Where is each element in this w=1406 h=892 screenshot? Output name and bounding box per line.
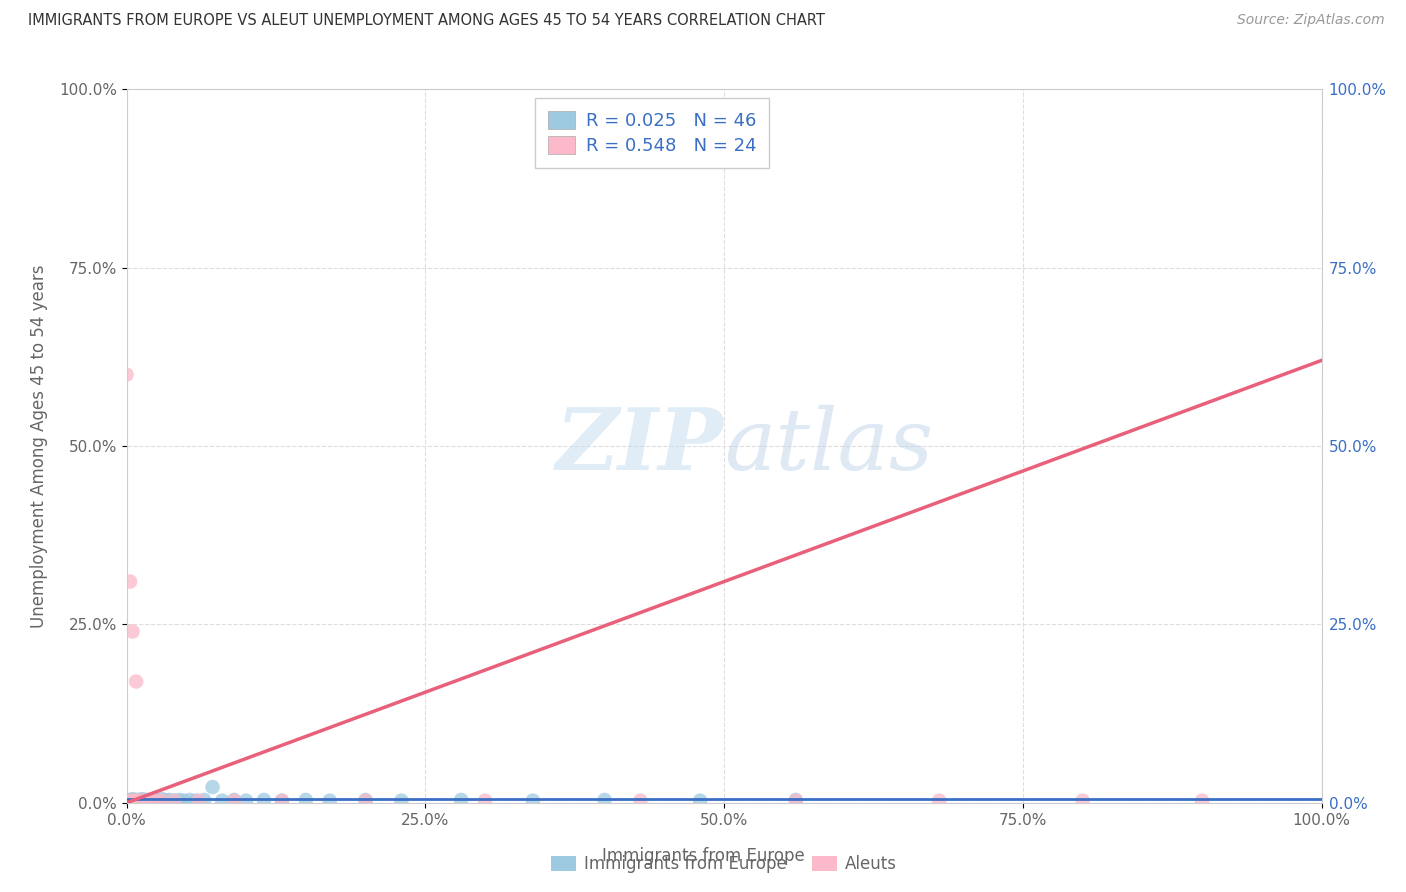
Point xyxy=(121,794,143,808)
Point xyxy=(125,674,148,689)
Point xyxy=(163,794,186,808)
Point xyxy=(193,793,215,807)
Point xyxy=(159,793,181,807)
Text: IMMIGRANTS FROM EUROPE VS ALEUT UNEMPLOYMENT AMONG AGES 45 TO 54 YEARS CORRELATI: IMMIGRANTS FROM EUROPE VS ALEUT UNEMPLOY… xyxy=(28,13,825,29)
Point xyxy=(294,793,316,807)
Point xyxy=(121,624,143,639)
Point xyxy=(222,793,246,807)
Point xyxy=(1191,794,1213,808)
Point xyxy=(136,794,159,808)
Point xyxy=(129,794,152,808)
Point xyxy=(145,794,167,808)
Point xyxy=(135,794,157,808)
Point xyxy=(187,794,209,808)
Point xyxy=(146,793,169,807)
Point xyxy=(354,794,377,808)
Point xyxy=(122,794,145,808)
Point xyxy=(163,794,186,808)
Point xyxy=(1071,794,1094,808)
Point xyxy=(138,793,160,807)
Point xyxy=(132,794,155,808)
Text: Immigrants from Europe: Immigrants from Europe xyxy=(602,847,804,865)
Point xyxy=(120,574,142,589)
Point xyxy=(184,794,207,808)
Point xyxy=(120,794,142,808)
Point xyxy=(139,794,162,808)
Point xyxy=(785,794,807,808)
Point xyxy=(391,794,413,808)
Point xyxy=(253,793,276,807)
Point xyxy=(128,793,150,807)
Point xyxy=(127,794,149,808)
Y-axis label: Unemployment Among Ages 45 to 54 years: Unemployment Among Ages 45 to 54 years xyxy=(30,264,48,628)
Point xyxy=(270,794,294,808)
Point xyxy=(120,794,142,808)
Point xyxy=(139,794,162,808)
Point xyxy=(143,794,166,808)
Point xyxy=(124,793,146,807)
Point xyxy=(211,794,233,808)
Point xyxy=(134,794,156,808)
Point xyxy=(785,793,807,807)
Point xyxy=(124,794,146,808)
Point xyxy=(121,792,143,806)
Text: atlas: atlas xyxy=(724,405,934,487)
Point xyxy=(127,794,149,808)
Point xyxy=(150,792,174,806)
Point xyxy=(167,793,190,807)
Point xyxy=(142,793,165,807)
Legend: Immigrants from Europe, Aleuts: Immigrants from Europe, Aleuts xyxy=(544,849,904,880)
Point xyxy=(120,793,142,807)
Point xyxy=(593,793,616,807)
Point xyxy=(155,794,177,808)
Point xyxy=(522,794,544,808)
Point xyxy=(129,794,152,808)
Point xyxy=(173,794,195,808)
Text: Source: ZipAtlas.com: Source: ZipAtlas.com xyxy=(1237,13,1385,28)
Point xyxy=(222,794,246,808)
Point xyxy=(201,780,224,794)
Point xyxy=(270,794,294,808)
Point xyxy=(135,793,157,807)
Point xyxy=(149,794,172,808)
Point xyxy=(150,794,174,808)
Point xyxy=(134,793,156,807)
Point xyxy=(179,793,201,807)
Point xyxy=(115,368,138,382)
Point xyxy=(125,794,148,808)
Point xyxy=(354,793,377,807)
Point xyxy=(474,794,496,808)
Point xyxy=(689,794,711,808)
Point xyxy=(628,794,651,808)
Point xyxy=(127,793,149,807)
Point xyxy=(131,792,153,806)
Point xyxy=(928,794,950,808)
Point xyxy=(450,793,472,807)
Point xyxy=(235,794,257,808)
Text: ZIP: ZIP xyxy=(557,404,724,488)
Point xyxy=(318,794,342,808)
